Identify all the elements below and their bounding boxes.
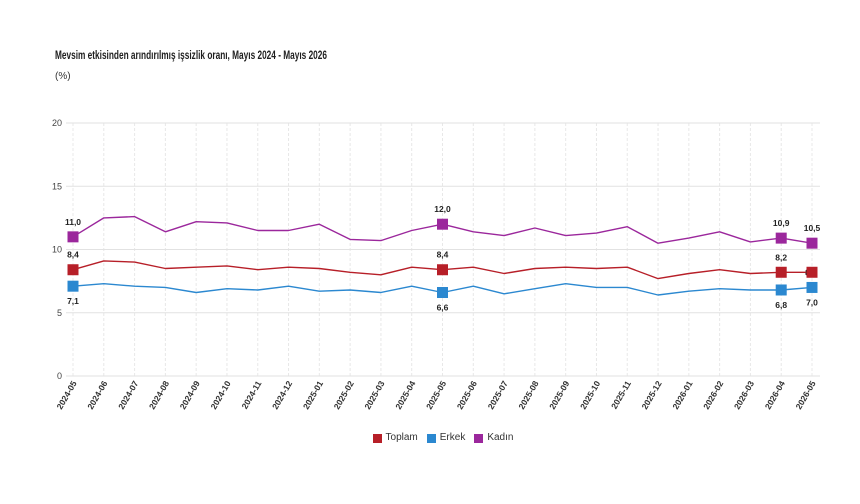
data-labels: 8,48,48,28,27,16,66,87,011,012,010,910,5 [65, 204, 821, 312]
erkek-point-marker [775, 284, 787, 296]
erkek-point-marker [437, 287, 448, 299]
legend-swatch-toplam [372, 433, 382, 443]
chart-subtitle-unit: (%) [55, 71, 71, 82]
x-tick-label: 2026-03 [732, 379, 756, 411]
x-tick-label: 2025-08 [516, 379, 540, 411]
x-tick-label: 2024-10 [208, 379, 232, 411]
x-axis-labels: 2024-05 2024-06 2024-07 2024-08 2024-09 2024-… [54, 379, 817, 411]
gridlines [66, 122, 820, 377]
kadin-point-marker [806, 237, 818, 249]
x-tick-label: 2025-10 [578, 379, 602, 411]
toplam-data-label: 8,4 [437, 250, 449, 260]
legend-label-toplam: Toplam [385, 432, 418, 443]
y-axis-labels: 0 5 10 15 20 [52, 118, 62, 381]
x-tick-label: 2025-07 [486, 379, 510, 411]
y-tick-label: 10 [52, 245, 62, 255]
x-tick-label: 2026-01 [670, 379, 694, 411]
y-tick-label: 20 [52, 118, 62, 128]
legend-swatch-erkek [426, 433, 436, 443]
x-tick-label: 2025-03 [362, 379, 386, 411]
x-tick-label: 2026-02 [701, 379, 725, 411]
legend-item-toplam[interactable]: Toplam [372, 431, 418, 445]
legend-item-kadin[interactable]: Kadın [474, 431, 513, 445]
y-tick-label: 0 [57, 371, 62, 381]
toplam-point-marker [67, 264, 79, 276]
toplam-point-marker [806, 266, 818, 278]
chart-title: Mevsim etkisinden arındırılmış işsizlik … [55, 50, 327, 62]
kadin-data-label: 10,9 [773, 218, 790, 228]
x-tick-label: 2025-05 [424, 379, 448, 411]
erkek-data-label: 6,6 [437, 303, 449, 313]
x-tick-label: 2024-08 [147, 379, 171, 411]
kadin-point-marker [67, 231, 79, 243]
toplam-point-marker [437, 264, 448, 276]
x-tick-label: 2024-11 [239, 379, 263, 411]
x-tick-label: 2025-12 [640, 379, 664, 411]
point-markers [67, 218, 818, 299]
kadin-data-label: 11,0 [65, 217, 81, 227]
x-tick-label: 2025-09 [547, 379, 571, 411]
x-tick-label: 2026-04 [763, 379, 787, 411]
legend-swatch-kadin [474, 433, 484, 443]
chart-legend: Toplam Erkek Kadın [66, 431, 820, 445]
erkek-point-marker [806, 281, 818, 293]
kadin-data-label: 12,0 [434, 204, 451, 214]
x-tick-label: 2025-04 [393, 379, 417, 411]
x-tick-label: 2024-09 [178, 379, 202, 411]
erkek-data-label: 6,8 [775, 300, 787, 310]
legend-label-erkek: Erkek [439, 432, 466, 443]
x-tick-label: 2025-02 [332, 379, 356, 411]
erkek-data-label: 7,0 [806, 297, 818, 307]
x-tick-label: 2025-06 [455, 379, 479, 411]
y-tick-label: 5 [57, 308, 62, 318]
y-tick-label: 15 [52, 181, 62, 191]
erkek-point-marker [67, 280, 79, 292]
legend-item-erkek[interactable]: Erkek [426, 431, 466, 445]
x-tick-label: 2025-11 [609, 379, 633, 411]
x-tick-label: 2025-01 [301, 379, 325, 411]
kadin-point-marker [775, 232, 787, 244]
x-tick-label: 2024-12 [270, 379, 294, 411]
toplam-point-marker [775, 266, 787, 278]
erkek-data-label: 7,1 [67, 296, 79, 306]
x-tick-label: 2026-05 [793, 379, 817, 411]
x-tick-label: 2024-06 [85, 379, 109, 411]
x-tick-label: 2024-05 [54, 379, 78, 411]
toplam-data-label: 8,2 [775, 252, 787, 262]
x-tick-label: 2024-07 [116, 379, 140, 411]
kadin-data-label: 10,5 [804, 223, 821, 233]
toplam-data-label: 8,4 [67, 250, 79, 260]
kadin-point-marker [437, 218, 448, 230]
legend-label-kadin: Kadın [487, 432, 514, 443]
